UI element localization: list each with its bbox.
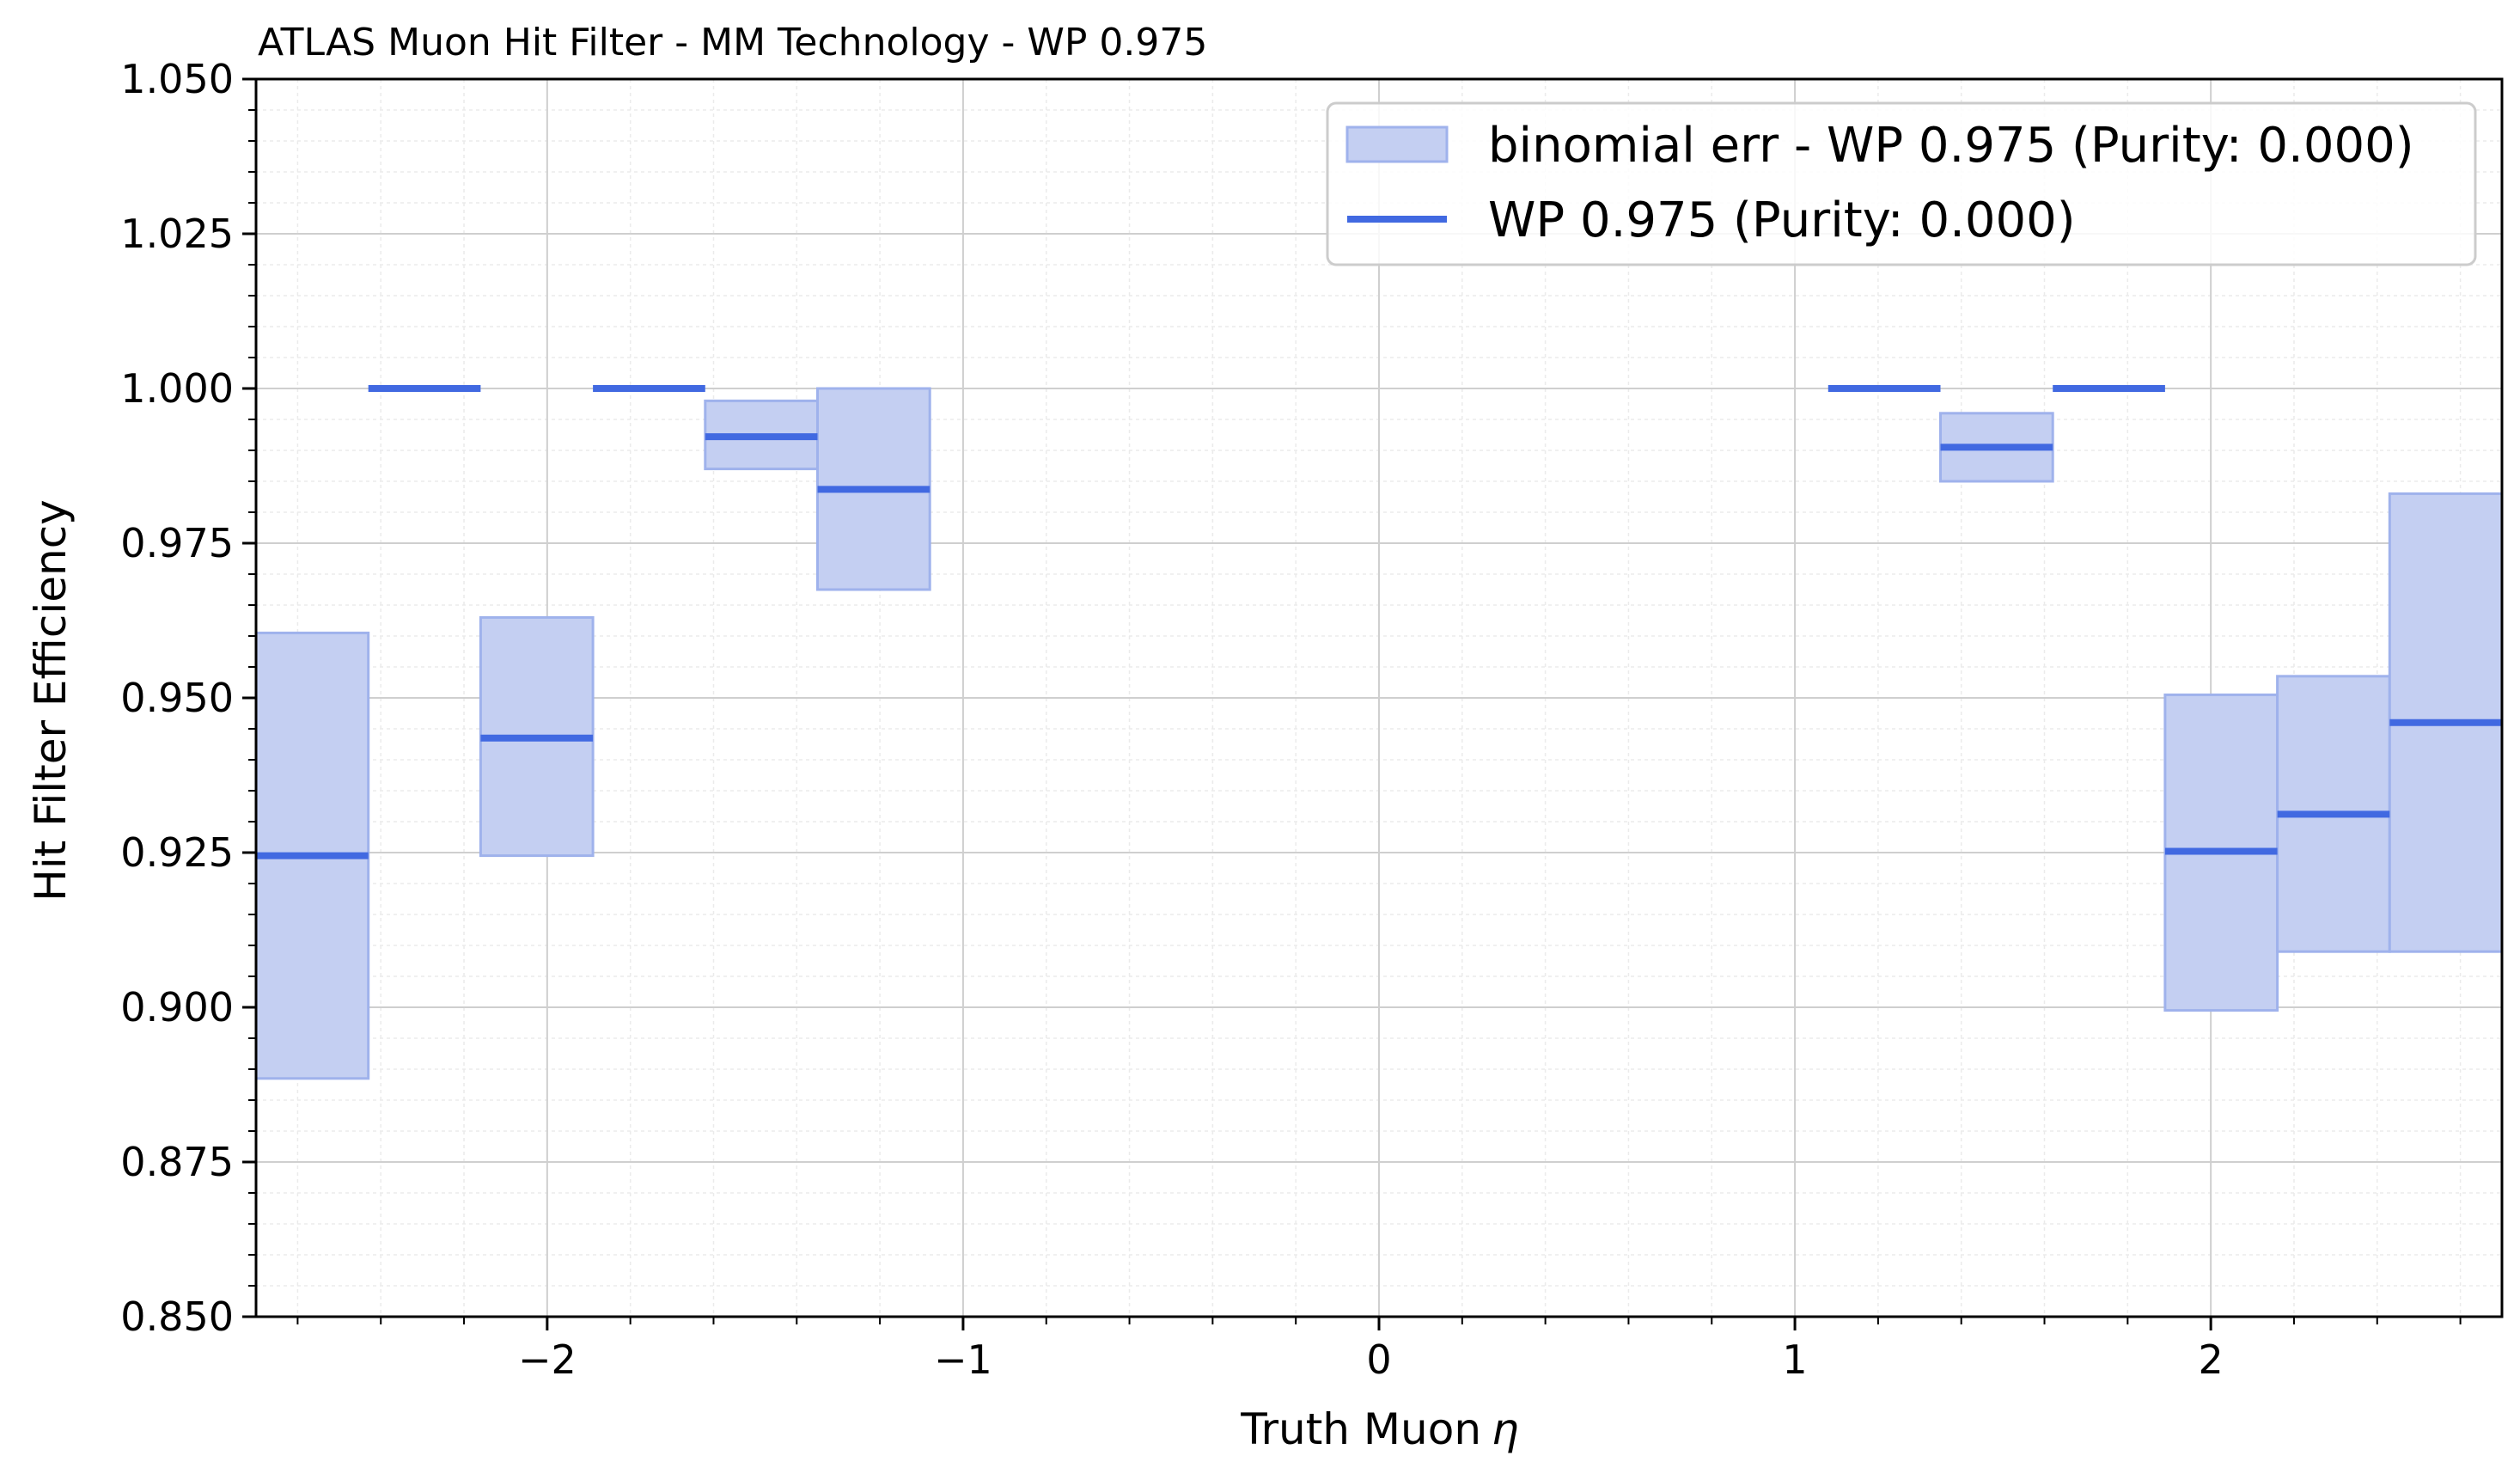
- y-tick-label: 1.050: [120, 56, 234, 102]
- chart-title: ATLAS Muon Hit Filter - MM Technology - …: [258, 21, 1207, 64]
- legend: binomial err - WP 0.975 (Purity: 0.000) …: [1326, 101, 2477, 266]
- y-tick-label: 0.950: [120, 675, 234, 721]
- y-tick-label: 0.850: [120, 1293, 234, 1340]
- legend-label-band: binomial err - WP 0.975 (Purity: 0.000): [1488, 118, 2414, 174]
- y-tick-label: 0.875: [120, 1139, 234, 1185]
- y-tick-label: 1.000: [120, 365, 234, 412]
- legend-label-line: WP 0.975 (Purity: 0.000): [1488, 193, 2076, 248]
- x-tick-label: 0: [1366, 1336, 1391, 1383]
- y-tick-label: 0.975: [120, 520, 234, 566]
- x-axis-label-symbol: η: [1492, 1404, 1519, 1454]
- x-tick-label: 2: [2199, 1336, 2224, 1383]
- legend-swatch-band: [1345, 125, 1449, 163]
- legend-frame: [1326, 101, 2477, 266]
- x-tick-label: 1: [1782, 1336, 1807, 1383]
- x-tick-label: −2: [518, 1336, 577, 1383]
- y-tick-label: 1.025: [120, 211, 234, 257]
- x-tick-label: −1: [934, 1336, 992, 1383]
- efficiency-steps: [256, 385, 2502, 859]
- y-tick-label: 0.900: [120, 984, 234, 1030]
- x-axis-label: Truth Muon η: [1240, 1404, 1518, 1454]
- y-tick-label: 0.925: [120, 829, 234, 876]
- x-axis-label-text: Truth Muon: [1240, 1404, 1481, 1454]
- y-axis-label: Hit Filter Efficiency: [26, 499, 76, 902]
- axis-ticks: −2 −1 0 1 2 0.850 0.875 0.900 0.925 0.950 0.975 1.0…: [120, 56, 2462, 1383]
